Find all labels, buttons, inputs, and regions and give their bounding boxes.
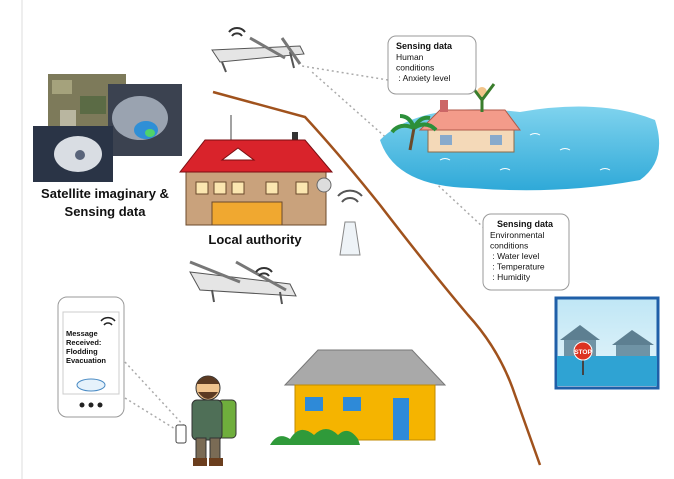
satellite-images-part — [134, 121, 158, 139]
phone-part — [80, 403, 85, 408]
authority-building-part — [212, 202, 282, 225]
authority-building-part — [180, 140, 332, 172]
authority-building-part — [214, 182, 226, 194]
authority-building-part — [317, 178, 331, 192]
satellite-label: Satellite imaginary & — [41, 186, 169, 201]
hiker-part — [196, 438, 206, 460]
callout-title: Sensing data — [497, 219, 554, 229]
callout-line: : Temperature — [490, 262, 545, 272]
satellite-label: Sensing data — [65, 204, 147, 219]
hiker — [176, 376, 236, 466]
satellite-images-part — [60, 110, 76, 126]
flood-scene — [380, 84, 659, 190]
phone-part — [89, 403, 94, 408]
house-part — [343, 397, 361, 411]
diagram: Satellite imaginary & Sensing data Local… — [0, 0, 674, 479]
house-part — [285, 350, 445, 385]
drone-part — [229, 28, 245, 36]
router-part — [338, 191, 362, 202]
link-lines-part — [302, 66, 388, 80]
flood-scene-part — [490, 135, 502, 145]
hiker-part — [176, 425, 186, 443]
phone-message-line: Evacuation — [66, 356, 106, 365]
phone-message-line: Received: — [66, 338, 101, 347]
satellite-images-part — [52, 80, 72, 94]
callout-line: : Anxiety level — [396, 73, 450, 83]
callout-line: Environmental — [490, 230, 544, 240]
satellite-images-part — [145, 129, 155, 137]
callout-line: : Humidity — [490, 272, 531, 282]
authority-label: Local authority — [208, 232, 302, 247]
flood-picture — [556, 298, 658, 388]
house-part — [393, 398, 409, 440]
flood-scene-part — [440, 100, 448, 112]
router-part — [340, 222, 360, 255]
hiker-part — [196, 376, 220, 384]
flood-scene-part — [440, 135, 452, 145]
stop-sign: STOP — [574, 349, 592, 356]
callout-line: conditions — [490, 241, 528, 251]
phone-part — [98, 403, 103, 408]
house — [270, 350, 445, 445]
callout-line: Human — [396, 52, 424, 62]
authority-building-part — [232, 182, 244, 194]
callout-line: conditions — [396, 63, 434, 73]
hiker-part — [209, 458, 223, 466]
authority-building-part — [266, 182, 278, 194]
link-lines-part — [125, 398, 180, 432]
phone-message-line: Flodding — [66, 347, 98, 356]
drone — [212, 28, 304, 72]
hiker-part — [192, 400, 222, 440]
hiker-part — [210, 438, 220, 460]
house-part — [295, 385, 435, 440]
callout-line: : Water level — [490, 251, 539, 261]
link-lines-part — [125, 362, 186, 428]
flood-picture-part — [557, 356, 657, 386]
authority-building-part — [296, 182, 308, 194]
authority-building — [180, 115, 332, 225]
router — [338, 191, 362, 255]
drone — [190, 262, 296, 304]
house-part — [305, 397, 323, 411]
satellite-images-part — [75, 150, 85, 160]
callout-title: Sensing data — [396, 41, 453, 51]
phone-part — [77, 379, 105, 391]
satellite-images-part — [80, 96, 106, 114]
satellite-images — [33, 74, 182, 182]
phone-message-line: Message — [66, 329, 98, 338]
authority-building-part — [196, 182, 208, 194]
hiker-part — [193, 458, 207, 466]
